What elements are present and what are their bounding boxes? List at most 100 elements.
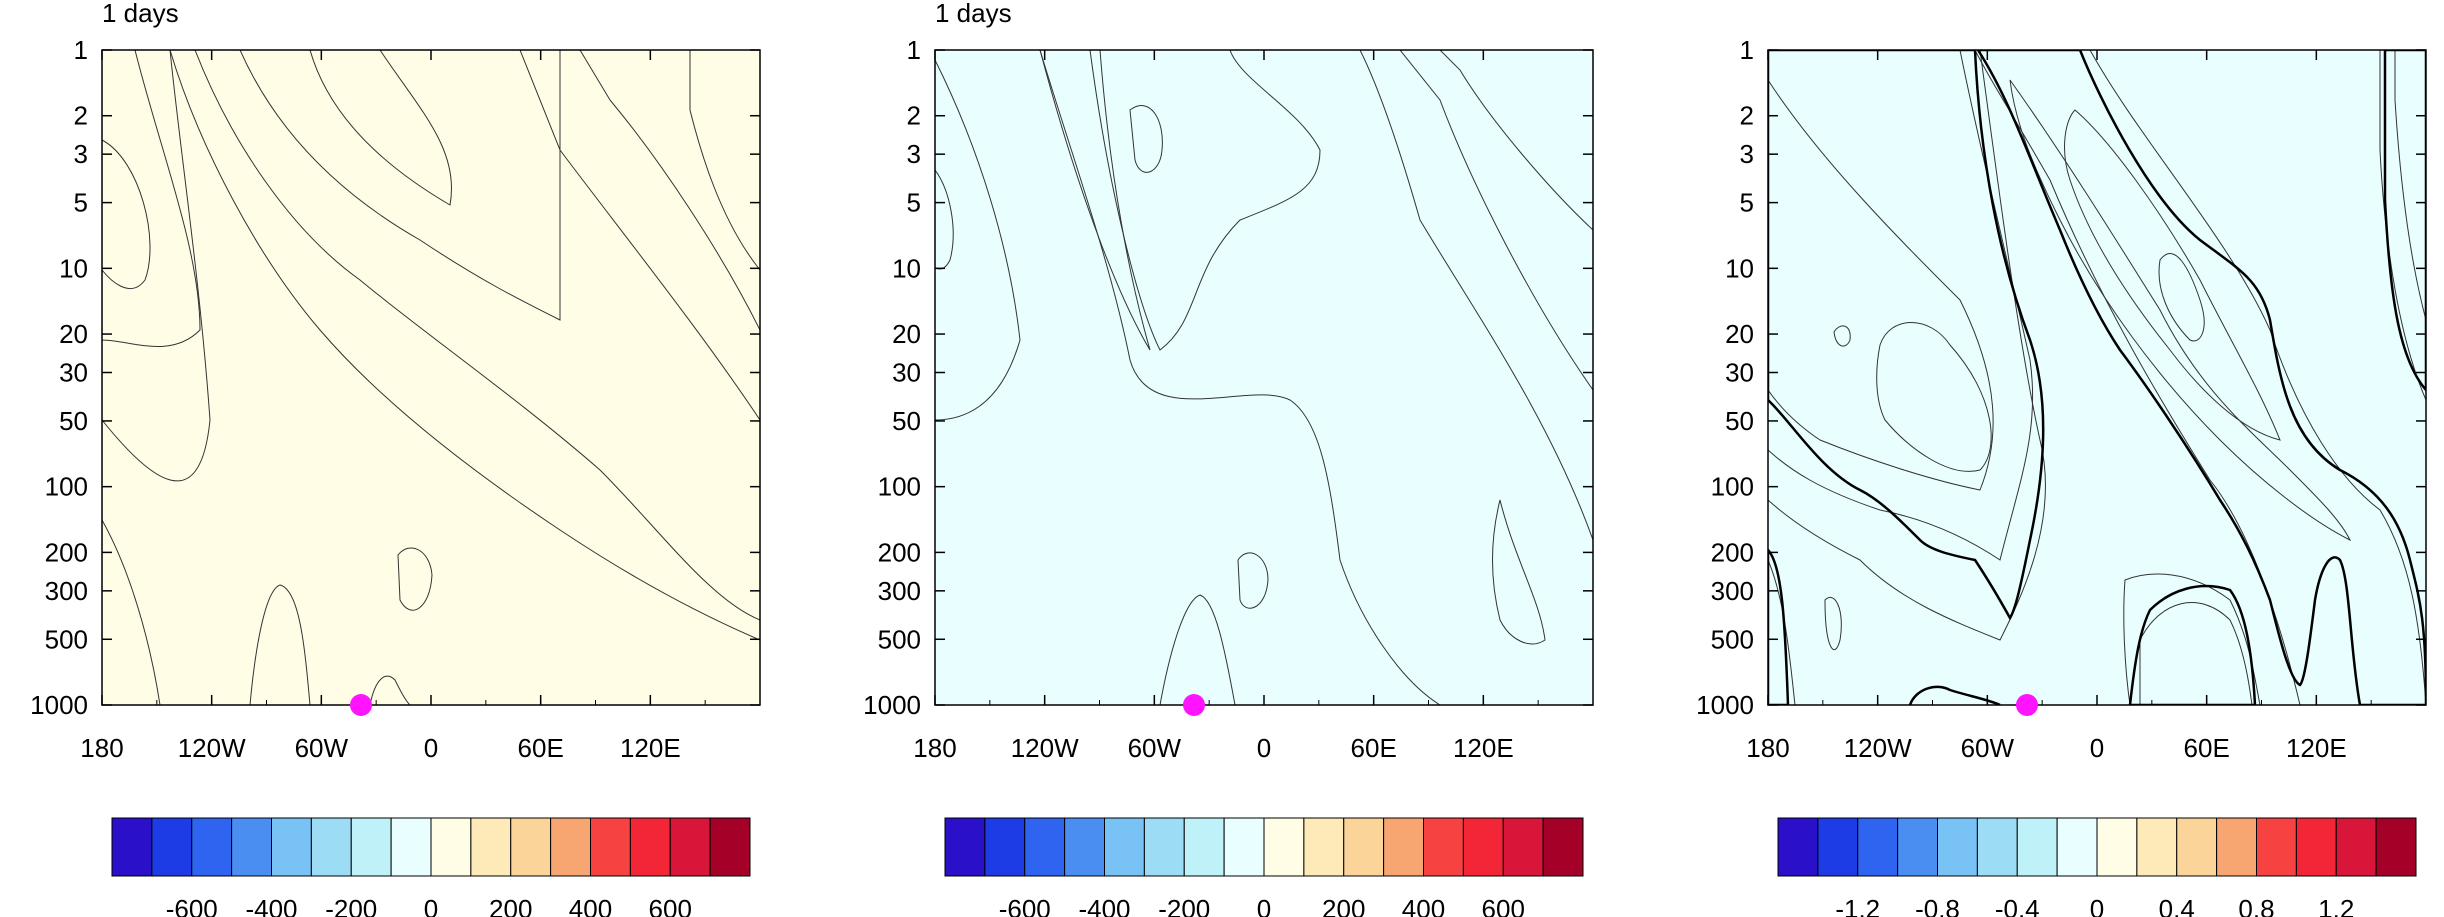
colorbar-swatch	[2136, 817, 2178, 877]
colorbar-swatch	[1777, 817, 1819, 877]
y-tick-label: 1000	[1696, 690, 1754, 720]
colorbar-swatch	[1462, 817, 1504, 877]
colorbar-swatch	[111, 817, 153, 877]
panel-1-title: 1 days	[102, 0, 179, 28]
panel-2-x-ticks: 180 120W 60W 0 60E 120E	[913, 50, 1539, 763]
colorbar-swatch	[1104, 817, 1145, 877]
y-tick-label: 5	[1740, 188, 1754, 218]
colorbar-label: -0.8	[1915, 894, 1960, 917]
panel-1-marker	[350, 694, 372, 716]
colorbar-label: -600	[999, 894, 1051, 917]
colorbar-swatch	[2216, 817, 2257, 877]
colorbar-swatch	[2295, 817, 2337, 877]
y-tick-label: 20	[892, 319, 921, 349]
colorbar-label: -400	[245, 894, 297, 917]
colorbar-1: -600 -400 -200 0 200 400 600	[111, 817, 751, 917]
y-tick-label: 1000	[30, 690, 88, 720]
colorbar-swatch	[550, 817, 591, 877]
colorbar-swatch	[1423, 817, 1464, 877]
y-tick-label: 2	[1740, 101, 1754, 131]
colorbar-swatch	[390, 817, 432, 877]
colorbar-swatch	[1383, 817, 1424, 877]
x-tick-label: 120W	[1844, 733, 1912, 763]
colorbar-label: -400	[1078, 894, 1130, 917]
y-tick-label: 100	[1711, 472, 1754, 502]
panel-3-y-ticks: 1 2 3 5 10 20 30 50 100 200 300 500 1000	[1696, 35, 2426, 720]
x-tick-label: 120E	[620, 733, 681, 763]
panel-2-title: 1 days	[935, 0, 1012, 28]
colorbar-label: 0.8	[2238, 894, 2274, 917]
panel-1-x-ticks: 180 120W 60W 0 60E 120E	[80, 50, 706, 763]
colorbar-swatch	[350, 817, 392, 877]
colorbar-swatch	[2056, 817, 2098, 877]
y-tick-label: 20	[1725, 319, 1754, 349]
x-tick-label: 180	[80, 733, 123, 763]
y-tick-label: 1	[1740, 35, 1754, 65]
colorbar-swatch	[1024, 817, 1066, 877]
colorbar-swatch	[1976, 817, 2018, 877]
colorbar-swatch	[629, 817, 671, 877]
y-tick-label: 30	[59, 358, 88, 388]
y-tick-label: 10	[1725, 253, 1754, 283]
y-tick-label: 20	[59, 319, 88, 349]
colorbar-label: 200	[1322, 894, 1365, 917]
panel-2-y-ticks: 1 2 3 5 10 20 30 50 100 200 300 500 1000	[863, 35, 1593, 720]
y-tick-label: 100	[878, 472, 921, 502]
colorbar-swatch	[191, 817, 233, 877]
colorbar-swatch	[1502, 817, 1544, 877]
colorbar-swatch	[2335, 817, 2377, 877]
y-tick-label: 500	[45, 624, 88, 654]
colorbar-label: 600	[1482, 894, 1525, 917]
colorbar-swatch	[2256, 817, 2297, 877]
panel-1-y-ticks: 1 2 3 5 10 20 30 50 100 200 300 500 1000	[30, 35, 760, 720]
y-tick-label: 1000	[863, 690, 921, 720]
colorbar-label: -200	[325, 894, 377, 917]
y-tick-label: 100	[45, 472, 88, 502]
colorbar-swatch	[271, 817, 312, 877]
colorbar-swatch	[151, 817, 193, 877]
colorbar-swatch	[2096, 817, 2138, 877]
colorbar-label: -1.2	[1835, 894, 1880, 917]
x-tick-label: 120W	[178, 733, 246, 763]
colorbar-swatch	[310, 817, 352, 877]
x-tick-label: 60E	[2184, 733, 2230, 763]
y-tick-label: 3	[907, 139, 921, 169]
y-tick-label: 200	[45, 537, 88, 567]
y-tick-label: 50	[892, 406, 921, 436]
colorbar-label: 400	[1402, 894, 1445, 917]
y-tick-label: 2	[74, 101, 88, 131]
colorbar-swatch	[669, 817, 711, 877]
y-tick-label: 500	[878, 624, 921, 654]
x-tick-label: 60W	[295, 733, 349, 763]
y-tick-label: 30	[892, 358, 921, 388]
y-tick-label: 50	[1725, 406, 1754, 436]
colorbar-label: -600	[166, 894, 218, 917]
colorbar-swatch	[1817, 817, 1859, 877]
colorbar-swatch	[1263, 817, 1305, 877]
colorbar-swatch	[231, 817, 272, 877]
x-tick-label: 120W	[1011, 733, 1079, 763]
colorbar-2: -600 -400 -200 0 200 400 600	[944, 817, 1584, 917]
x-tick-label: 180	[913, 733, 956, 763]
x-tick-label: 60E	[518, 733, 564, 763]
colorbar-swatch	[944, 817, 986, 877]
colorbar-label: 200	[489, 894, 532, 917]
panel-3-x-ticks: 180 120W 60W 0 60E 120E	[1746, 50, 2372, 763]
panel-3: 1 2 3 5 10 20 30 50 100 200 300 500 1000 180 120W 60W 0…	[1696, 35, 2427, 763]
colorbar-label: 0	[2090, 894, 2104, 917]
panel-1-field	[102, 50, 760, 705]
panel-2-field	[935, 50, 1593, 705]
x-tick-label: 60E	[1351, 733, 1397, 763]
colorbar-label: -200	[1158, 894, 1210, 917]
y-tick-label: 50	[59, 406, 88, 436]
colorbar-swatch	[1303, 817, 1345, 877]
colorbar-swatch	[590, 817, 631, 877]
y-tick-label: 5	[74, 188, 88, 218]
y-tick-label: 300	[1711, 576, 1754, 606]
y-tick-label: 1	[74, 35, 88, 65]
y-tick-label: 500	[1711, 624, 1754, 654]
y-tick-label: 10	[59, 253, 88, 283]
